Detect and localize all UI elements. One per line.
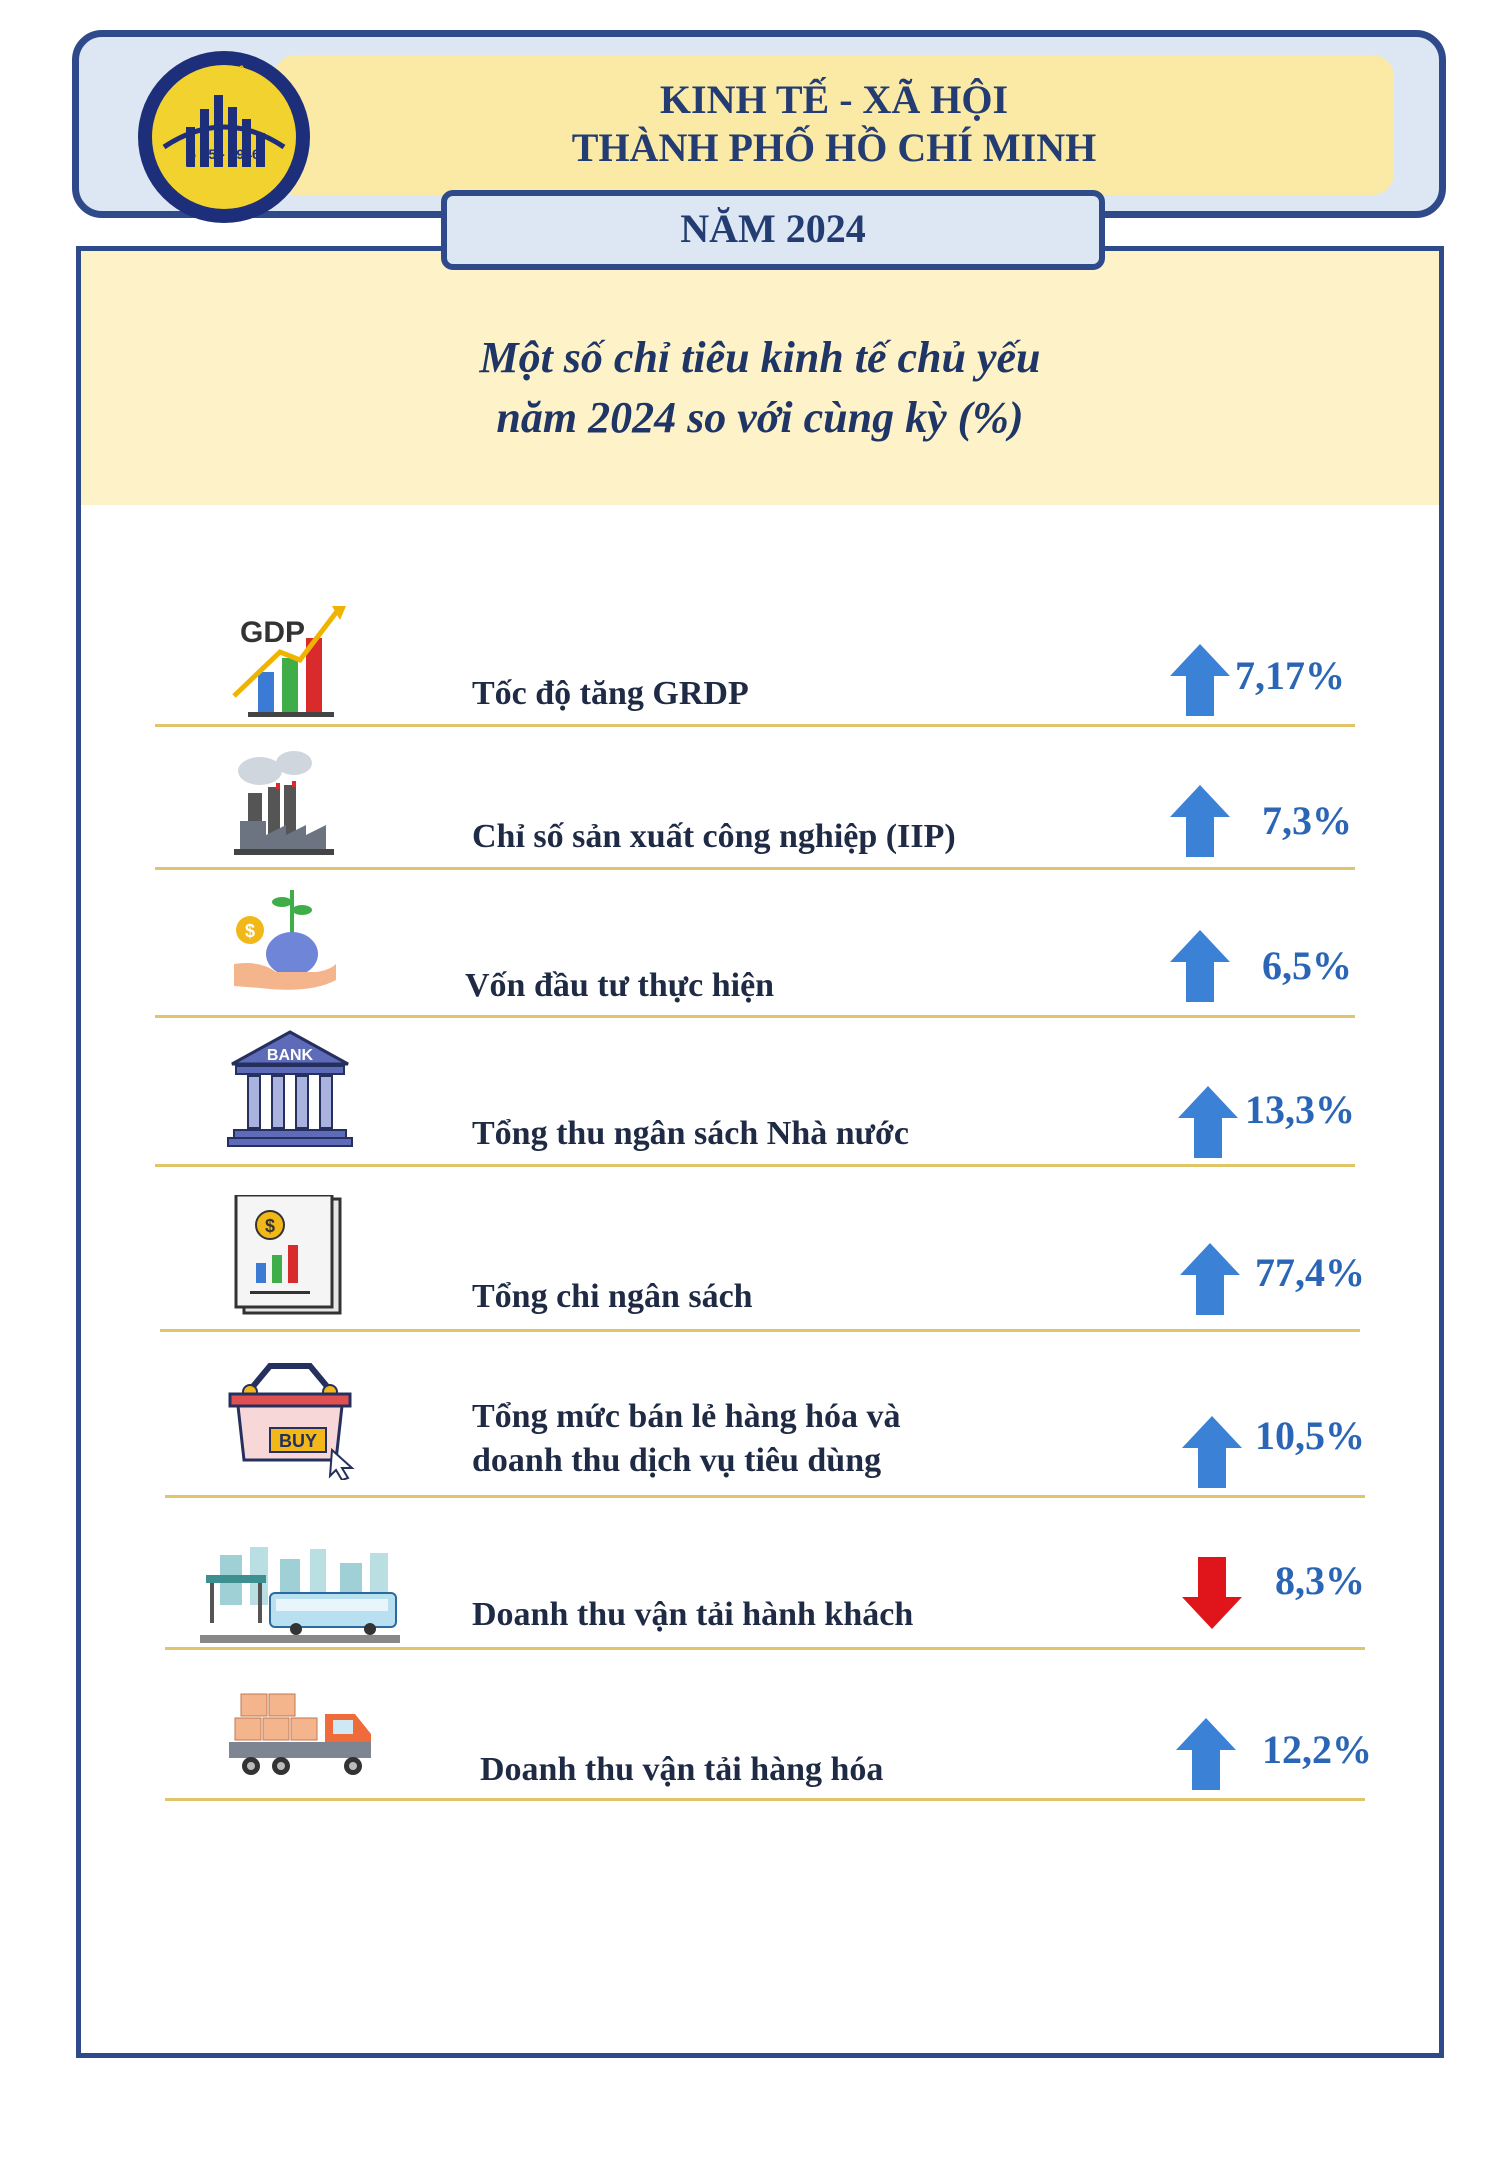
indicator-value: 7,3% xyxy=(1262,798,1352,843)
indicator-row-retail: BUY Tổng mức bán lẻ hàng hóa và doanh th… xyxy=(0,1360,1500,1500)
indicator-label: Vốn đầu tư thực hiện xyxy=(465,967,775,1004)
svg-text:BUY: BUY xyxy=(279,1431,317,1451)
bank-icon: BANK xyxy=(227,1030,353,1147)
delivery-truck-icon xyxy=(229,1693,371,1775)
indicator-label: Tổng chi ngân sách xyxy=(472,1278,753,1315)
svg-text:GDP: GDP xyxy=(240,616,305,649)
header-banner: KINH TẾ - XÃ HỘI THÀNH PHỐ HỒ CHÍ MINH 6… xyxy=(72,30,1446,223)
indicator-row-investment: $ Vốn đầu tư thực hiện 6,5% xyxy=(0,880,1500,1020)
row-divider xyxy=(165,1798,1365,1801)
shopping-basket-icon: BUY xyxy=(228,1363,355,1480)
budget-report-icon: $ xyxy=(234,1195,342,1315)
indicator-label: Tổng thu ngân sách Nhà nước xyxy=(472,1115,909,1152)
arrow-up-icon xyxy=(1170,785,1230,857)
row-divider xyxy=(165,1647,1365,1650)
indicator-value: 12,2% xyxy=(1262,1727,1372,1772)
header-title-line2: THÀNH PHỐ HỒ CHÍ MINH xyxy=(571,125,1097,170)
row-divider xyxy=(155,867,1355,870)
svg-text:$: $ xyxy=(245,921,255,941)
indicator-label: Doanh thu vận tải hành khách xyxy=(472,1596,914,1633)
indicator-row-passenger-transport: Doanh thu vận tải hành khách 8,3% xyxy=(0,1545,1500,1685)
row-divider xyxy=(155,1164,1355,1167)
indicator-label: Doanh thu vận tải hàng hóa xyxy=(480,1751,884,1788)
indicator-label: Chỉ số sản xuất công nghiệp (IIP) xyxy=(472,818,956,855)
logo-date-text: 6 - 5 - 1946 xyxy=(188,146,260,162)
arrow-up-icon xyxy=(1176,1718,1236,1790)
header-title-box: KINH TẾ - XÃ HỘI THÀNH PHỐ HỒ CHÍ MINH xyxy=(274,55,1394,195)
subtitle-band: Một số chỉ tiêu kinh tế chủ yếu năm 2024… xyxy=(81,251,1439,505)
arrow-up-icon xyxy=(1182,1416,1242,1488)
indicator-label-line2: doanh thu dịch vụ tiêu dùng xyxy=(472,1442,882,1479)
year-tab: NĂM 2024 xyxy=(441,190,1105,270)
indicator-row-iip: Chỉ số sản xuất công nghiệp (IIP) 7,3% xyxy=(0,745,1500,885)
indicator-row-budget-revenue: BANK Tổng thu ngân sách Nhà nước 13,3% xyxy=(0,1030,1500,1170)
bus-station-icon xyxy=(200,1547,400,1643)
row-divider xyxy=(155,724,1355,727)
arrow-up-icon xyxy=(1178,1086,1238,1158)
arrow-down-icon xyxy=(1182,1557,1242,1629)
row-divider xyxy=(160,1329,1360,1332)
indicator-label: Tốc độ tăng GRDP xyxy=(472,675,749,712)
indicator-value: 7,17% xyxy=(1235,653,1345,698)
indicator-value: 8,3% xyxy=(1275,1558,1365,1603)
indicator-row-freight-transport: Doanh thu vận tải hàng hóa 12,2% xyxy=(0,1690,1500,1830)
subtitle-line2: năm 2024 so với cùng kỳ (%) xyxy=(496,393,1024,442)
gso-logo: 6 - 5 - 1946 CHXHCN VIỆT NAM TỔNG CỤC TH… xyxy=(138,51,310,223)
header-title-line1: KINH TẾ - XÃ HỘI xyxy=(659,77,1009,122)
investment-hand-icon: $ xyxy=(234,890,336,990)
row-divider xyxy=(165,1495,1365,1498)
factory-icon xyxy=(234,751,334,855)
indicator-value: 10,5% xyxy=(1255,1413,1365,1458)
arrow-up-icon xyxy=(1180,1243,1240,1315)
arrow-up-icon xyxy=(1170,930,1230,1002)
indicator-row-grdp: GDP Tốc độ tăng GRDP 7,17% xyxy=(0,600,1500,740)
indicator-value: 77,4% xyxy=(1255,1250,1365,1295)
indicator-row-budget-expenditure: $ Tổng chi ngân sách 77,4% xyxy=(0,1195,1500,1335)
arrow-up-icon xyxy=(1170,644,1230,716)
gdp-chart-icon: GDP xyxy=(232,606,346,717)
indicator-value: 13,3% xyxy=(1245,1087,1355,1132)
indicator-label-line1: Tổng mức bán lẻ hàng hóa và xyxy=(472,1398,901,1435)
row-divider xyxy=(155,1015,1355,1018)
indicator-value: 6,5% xyxy=(1262,943,1352,988)
svg-text:$: $ xyxy=(265,1216,275,1236)
svg-text:BANK: BANK xyxy=(267,1047,314,1064)
subtitle-line1: Một số chỉ tiêu kinh tế chủ yếu xyxy=(479,333,1041,382)
